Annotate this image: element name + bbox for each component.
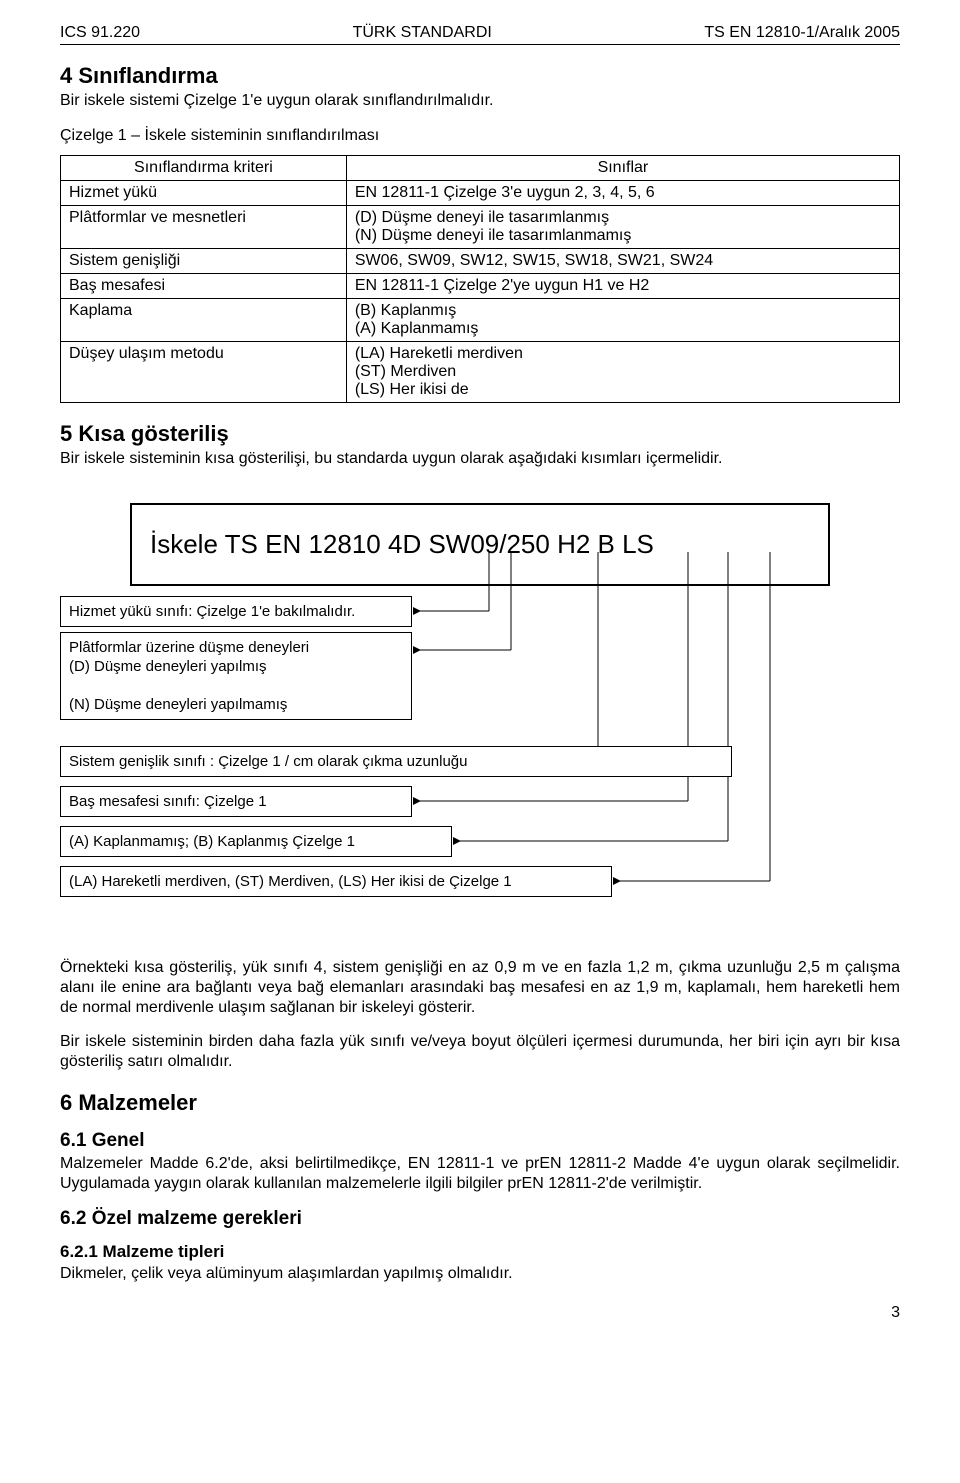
table-col-classes: Sınıflar xyxy=(346,156,899,181)
classification-table: Sınıflandırma kriteri Sınıflar Hizmet yü… xyxy=(60,155,900,403)
legend-line: (LA) Hareketli merdiven, (ST) Merdiven, … xyxy=(69,873,603,890)
section-5-para1: Örnekteki kısa gösteriliş, yük sınıfı 4,… xyxy=(60,958,900,1018)
section-5-title: 5 Kısa gösteriliş xyxy=(60,421,900,447)
section-6-title: 6 Malzemeler xyxy=(60,1090,900,1116)
legend-line xyxy=(69,677,403,694)
section-6-2-1-body: Dikmeler, çelik veya alüminyum alaşımlar… xyxy=(60,1264,900,1284)
designation-box: İskele TS EN 12810 4D SW09/250 H2 B LS xyxy=(130,503,830,586)
table-row: Sistem genişliğiSW06, SW09, SW12, SW15, … xyxy=(61,249,900,274)
criteria-cell: Hizmet yükü xyxy=(61,181,347,206)
section-5-intro: Bir iskele sisteminin kısa gösterilişi, … xyxy=(60,449,900,469)
page-header: ICS 91.220 TÜRK STANDARDI TS EN 12810-1/… xyxy=(60,24,900,45)
page-number: 3 xyxy=(60,1304,900,1322)
criteria-cell: Baş mesafesi xyxy=(61,274,347,299)
table-row: Plâtformlar ve mesnetleri(D) Düşme deney… xyxy=(61,206,900,249)
table-row: Düşey ulaşım metodu(LA) Hareketli merdiv… xyxy=(61,342,900,403)
legend-box-2: Sistem genişlik sınıfı : Çizelge 1 / cm … xyxy=(60,746,732,777)
legend-box-5: (LA) Hareketli merdiven, (ST) Merdiven, … xyxy=(60,866,612,897)
class-cell: (D) Düşme deneyi ile tasarımlanmış (N) D… xyxy=(346,206,899,249)
class-cell: (LA) Hareketli merdiven (ST) Merdiven (L… xyxy=(346,342,899,403)
legend-line: (A) Kaplanmamış; (B) Kaplanmış Çizelge 1 xyxy=(69,833,443,850)
legend-box-1: Plâtformlar üzerine düşme deneyleri (D) D… xyxy=(60,632,412,720)
class-cell: SW06, SW09, SW12, SW15, SW18, SW21, SW24 xyxy=(346,249,899,274)
legend-line: (N) Düşme deneyleri yapılmamış xyxy=(69,696,403,713)
section-6-2-1-title: 6.2.1 Malzeme tipleri xyxy=(60,1242,900,1262)
class-cell: (B) Kaplanmış (A) Kaplanmamış xyxy=(346,299,899,342)
legend-box-3: Baş mesafesi sınıfı: Çizelge 1 xyxy=(60,786,412,817)
header-right: TS EN 12810-1/Aralık 2005 xyxy=(704,24,900,42)
header-center: TÜRK STANDARDI xyxy=(353,24,492,42)
section-4-intro: Bir iskele sistemi Çizelge 1'e uygun ola… xyxy=(60,91,900,111)
section-4-title: 4 Sınıflandırma xyxy=(60,63,900,89)
criteria-cell: Kaplama xyxy=(61,299,347,342)
legend-line: Hizmet yükü sınıfı: Çizelge 1'e bakılmal… xyxy=(69,603,403,620)
criteria-cell: Sistem genişliği xyxy=(61,249,347,274)
section-6-1-body: Malzemeler Madde 6.2'de, aksi belirtilme… xyxy=(60,1154,900,1194)
section-5-para2: Bir iskele sisteminin birden daha fazla … xyxy=(60,1032,900,1072)
legend-line: Baş mesafesi sınıfı: Çizelge 1 xyxy=(69,793,403,810)
table-1-title: Çizelge 1 – İskele sisteminin sınıflandı… xyxy=(60,127,900,145)
legend-box-4: (A) Kaplanmamış; (B) Kaplanmış Çizelge 1 xyxy=(60,826,452,857)
table-row: Hizmet yüküEN 12811-1 Çizelge 3'e uygun … xyxy=(61,181,900,206)
table-row: Baş mesafesiEN 12811-1 Çizelge 2'ye uygu… xyxy=(61,274,900,299)
header-left: ICS 91.220 xyxy=(60,24,140,42)
legend-line: Plâtformlar üzerine düşme deneyleri xyxy=(69,639,403,656)
legend-line: (D) Düşme deneyleri yapılmış xyxy=(69,658,403,675)
legend-line: Sistem genişlik sınıfı : Çizelge 1 / cm … xyxy=(69,753,723,770)
section-6-1-title: 6.1 Genel xyxy=(60,1130,900,1152)
criteria-cell: Düşey ulaşım metodu xyxy=(61,342,347,403)
criteria-cell: Plâtformlar ve mesnetleri xyxy=(61,206,347,249)
section-6-2-title: 6.2 Özel malzeme gerekleri xyxy=(60,1208,900,1230)
table-col-criteria: Sınıflandırma kriteri xyxy=(61,156,347,181)
legend-box-0: Hizmet yükü sınıfı: Çizelge 1'e bakılmal… xyxy=(60,596,412,627)
table-row: Kaplama(B) Kaplanmış (A) Kaplanmamış xyxy=(61,299,900,342)
designation-diagram: Hizmet yükü sınıfı: Çizelge 1'e bakılmal… xyxy=(60,596,900,956)
class-cell: EN 12811-1 Çizelge 2'ye uygun H1 ve H2 xyxy=(346,274,899,299)
class-cell: EN 12811-1 Çizelge 3'e uygun 2, 3, 4, 5,… xyxy=(346,181,899,206)
